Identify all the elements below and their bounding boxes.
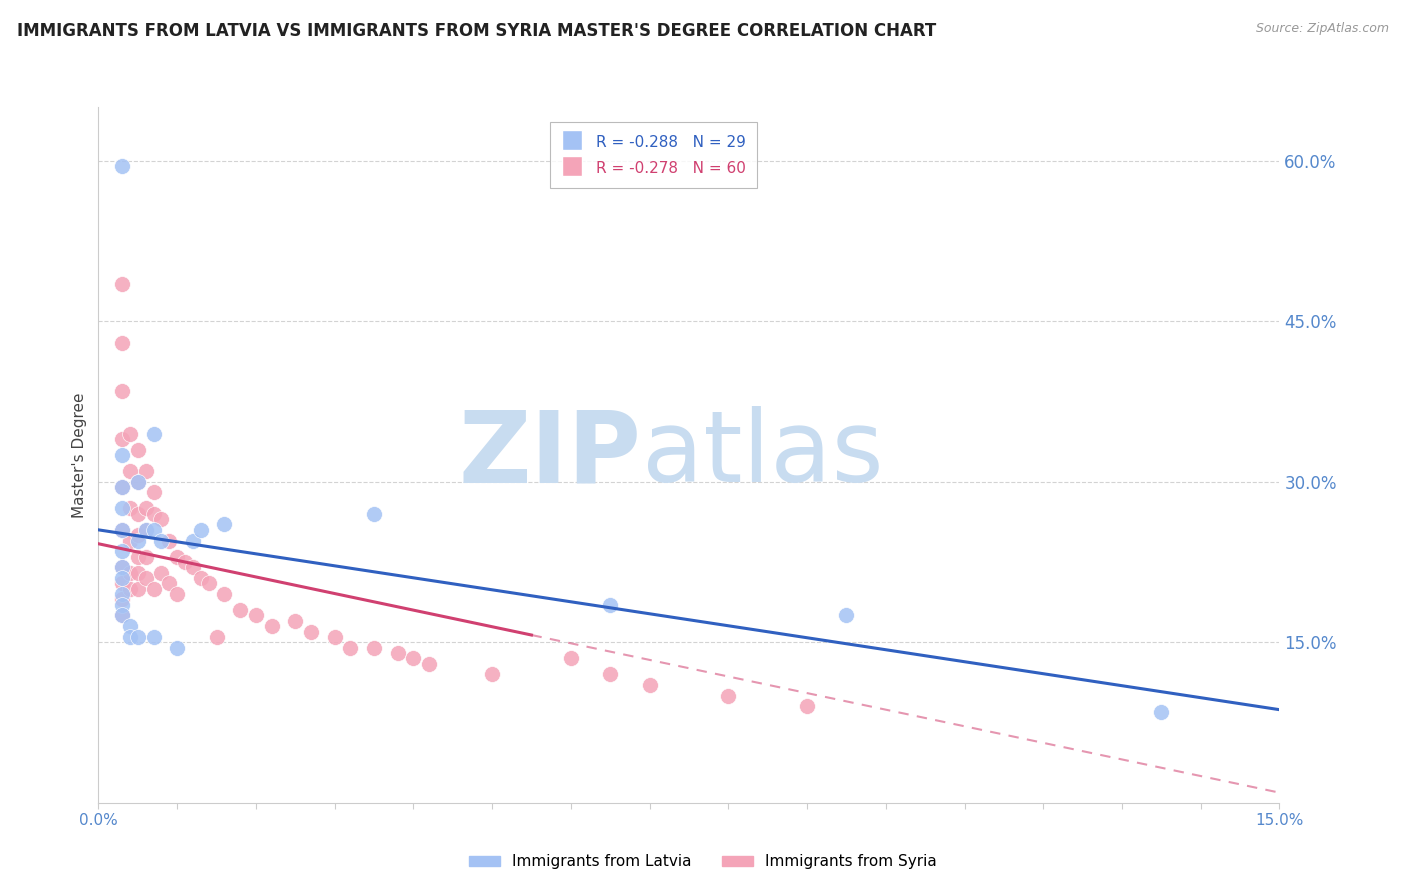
Point [111, 571, 134, 585]
Point [299, 624, 322, 639]
Legend: R = -0.288   N = 29, R = -0.278   N = 60: R = -0.288 N = 29, R = -0.278 N = 60 [550, 121, 756, 188]
Point [135, 571, 157, 585]
Point [111, 432, 134, 446]
Point [717, 689, 740, 703]
Point [127, 549, 149, 564]
Point [150, 533, 173, 548]
Point [111, 384, 134, 398]
Point [127, 475, 149, 489]
Point [118, 582, 141, 596]
Point [229, 603, 252, 617]
Point [111, 598, 134, 612]
Point [284, 614, 307, 628]
Point [796, 699, 818, 714]
Point [111, 560, 134, 574]
Point [118, 426, 141, 441]
Point [111, 501, 134, 516]
Point [1150, 705, 1173, 719]
Point [245, 608, 267, 623]
Point [127, 533, 149, 548]
Point [118, 619, 141, 633]
Point [118, 501, 141, 516]
Point [190, 571, 212, 585]
Point [157, 576, 180, 591]
Point [214, 587, 236, 601]
Point [111, 587, 134, 601]
Text: ZIP: ZIP [458, 407, 641, 503]
Point [118, 630, 141, 644]
Point [111, 448, 134, 462]
Legend: Immigrants from Latvia, Immigrants from Syria: Immigrants from Latvia, Immigrants from … [463, 848, 943, 875]
Point [157, 533, 180, 548]
Point [111, 576, 134, 591]
Text: IMMIGRANTS FROM LATVIA VS IMMIGRANTS FROM SYRIA MASTER'S DEGREE CORRELATION CHAR: IMMIGRANTS FROM LATVIA VS IMMIGRANTS FRO… [17, 22, 936, 40]
Point [174, 555, 197, 569]
Point [599, 667, 621, 681]
Point [118, 533, 141, 548]
Point [127, 442, 149, 457]
Point [135, 464, 157, 478]
Point [111, 523, 134, 537]
Point [142, 426, 165, 441]
Point [166, 549, 188, 564]
Point [111, 480, 134, 494]
Point [181, 560, 204, 574]
Point [323, 630, 346, 644]
Point [387, 646, 409, 660]
Point [197, 576, 219, 591]
Point [599, 598, 621, 612]
Point [142, 507, 165, 521]
Point [111, 159, 134, 173]
Point [638, 678, 661, 692]
Point [402, 651, 425, 665]
Text: atlas: atlas [641, 407, 883, 503]
Point [127, 566, 149, 580]
Point [363, 640, 385, 655]
Y-axis label: Master's Degree: Master's Degree [72, 392, 87, 517]
Point [127, 475, 149, 489]
Point [135, 549, 157, 564]
Point [835, 608, 858, 623]
Point [111, 523, 134, 537]
Point [135, 523, 157, 537]
Point [118, 566, 141, 580]
Point [150, 512, 173, 526]
Point [166, 587, 188, 601]
Point [214, 517, 236, 532]
Point [181, 533, 204, 548]
Point [205, 630, 228, 644]
Point [111, 277, 134, 291]
Point [127, 582, 149, 596]
Point [118, 464, 141, 478]
Point [111, 608, 134, 623]
Point [127, 630, 149, 644]
Point [150, 566, 173, 580]
Point [260, 619, 283, 633]
Point [111, 592, 134, 607]
Point [111, 335, 134, 350]
Point [111, 544, 134, 558]
Point [418, 657, 440, 671]
Point [190, 523, 212, 537]
Point [339, 640, 361, 655]
Point [135, 501, 157, 516]
Point [111, 608, 134, 623]
Point [135, 523, 157, 537]
Point [142, 523, 165, 537]
Point [142, 485, 165, 500]
Point [111, 480, 134, 494]
Point [111, 560, 134, 574]
Point [560, 651, 582, 665]
Text: Source: ZipAtlas.com: Source: ZipAtlas.com [1256, 22, 1389, 36]
Point [142, 582, 165, 596]
Point [127, 507, 149, 521]
Point [166, 640, 188, 655]
Point [363, 507, 385, 521]
Point [481, 667, 503, 681]
Point [127, 528, 149, 542]
Point [142, 630, 165, 644]
